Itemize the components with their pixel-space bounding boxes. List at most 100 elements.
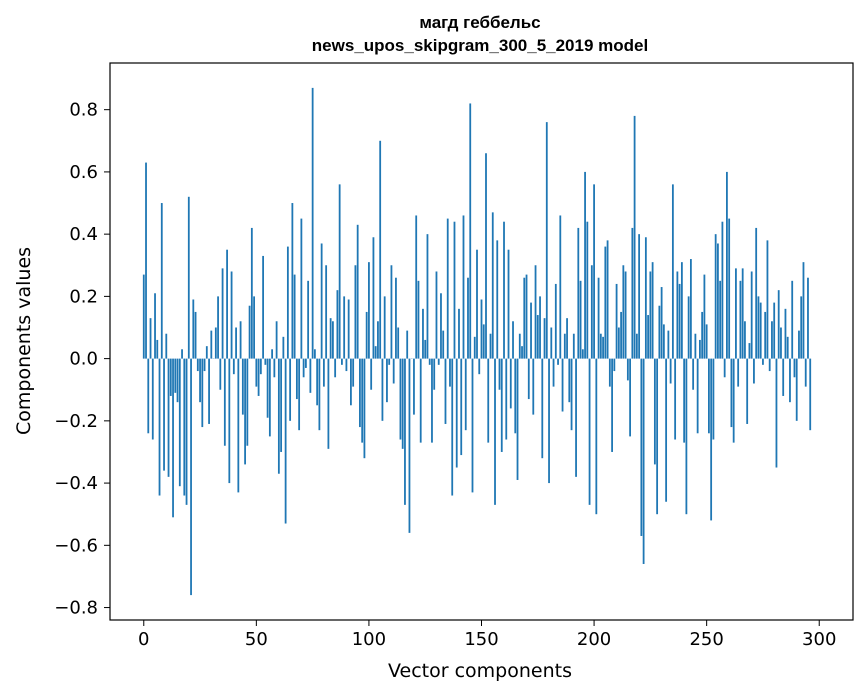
bar — [451, 358, 454, 496]
bar — [773, 302, 776, 359]
bar — [680, 262, 683, 359]
bar — [307, 280, 310, 359]
bar — [185, 358, 188, 505]
bar — [345, 358, 348, 372]
bar — [352, 358, 355, 387]
bar — [250, 227, 253, 359]
bar — [631, 227, 634, 359]
bar — [793, 358, 796, 378]
bar — [784, 308, 787, 359]
bar — [399, 358, 402, 440]
bar — [320, 243, 323, 359]
bar — [757, 296, 760, 359]
bar — [554, 283, 557, 359]
bar — [480, 299, 483, 359]
bar — [653, 358, 656, 465]
bar — [719, 280, 722, 359]
bar — [266, 358, 269, 418]
bar — [530, 302, 532, 359]
bar — [687, 296, 690, 359]
bar — [444, 358, 447, 424]
bar — [428, 358, 431, 365]
bar — [241, 358, 244, 415]
bar — [196, 358, 199, 372]
bar — [145, 162, 147, 359]
bar — [786, 336, 789, 359]
bar — [660, 287, 663, 359]
bar — [597, 277, 600, 359]
y-axis-label: Components values — [13, 247, 35, 435]
bar — [737, 358, 740, 387]
bar — [210, 330, 213, 359]
bar — [415, 215, 418, 359]
bar — [262, 255, 264, 359]
bar — [404, 358, 406, 505]
bar — [602, 336, 604, 359]
bar — [329, 318, 332, 359]
bar — [748, 343, 751, 359]
bar — [147, 358, 150, 434]
bar — [694, 333, 697, 359]
bar — [703, 274, 706, 359]
bar — [275, 321, 278, 359]
bar — [764, 311, 767, 359]
bar — [437, 358, 440, 365]
bar — [595, 358, 598, 515]
bar — [611, 358, 613, 452]
bar — [771, 321, 773, 359]
bar — [388, 358, 391, 365]
bar — [165, 333, 168, 359]
bar — [395, 277, 397, 359]
bar — [543, 318, 546, 359]
bar — [318, 358, 321, 431]
y-tick-label: 0.8 — [69, 100, 98, 121]
bar — [347, 299, 350, 359]
bar — [408, 358, 411, 533]
bar — [413, 358, 415, 415]
bar — [156, 339, 159, 359]
bar — [656, 358, 659, 515]
y-axis: −0.8 −0.6 −0.4 −0.2 0.0 0.2 0.4 0.6 0.8 — [54, 100, 110, 619]
bar — [341, 358, 343, 365]
bar — [705, 324, 708, 359]
bar — [397, 327, 400, 359]
bar — [280, 358, 283, 452]
y-tick-label: 0.2 — [69, 286, 98, 307]
bar — [386, 358, 388, 403]
x-tick-label: 100 — [352, 629, 386, 650]
bar — [259, 358, 262, 375]
bar — [169, 358, 172, 396]
bar — [365, 311, 368, 359]
bar — [604, 246, 607, 359]
bar — [685, 358, 688, 515]
bar — [807, 277, 809, 359]
bar — [343, 296, 346, 359]
bar — [525, 274, 528, 359]
bar — [514, 358, 517, 434]
bar — [174, 358, 177, 393]
bar — [640, 358, 643, 536]
bar — [606, 240, 609, 359]
bar — [696, 358, 699, 434]
bar — [485, 153, 487, 359]
bar — [599, 333, 602, 359]
bar — [762, 358, 764, 365]
bar — [239, 321, 242, 359]
bar — [446, 218, 449, 359]
bar — [782, 358, 785, 396]
bar — [458, 308, 460, 359]
bar — [273, 358, 276, 378]
bar — [730, 358, 733, 428]
bar — [158, 358, 161, 496]
x-tick-label: 300 — [802, 629, 836, 650]
y-tick-label: −0.2 — [54, 411, 98, 432]
bar — [780, 327, 782, 359]
bar — [714, 234, 717, 359]
bar — [545, 122, 548, 359]
bar — [237, 358, 240, 493]
bar — [322, 358, 325, 387]
bar — [559, 215, 562, 359]
bar — [471, 358, 474, 493]
bar — [419, 358, 422, 443]
bar — [532, 358, 535, 415]
